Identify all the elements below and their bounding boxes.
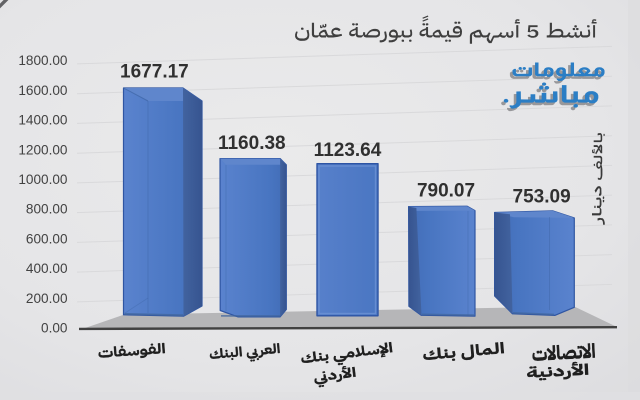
svg-text:400.00: 400.00 bbox=[26, 261, 68, 276]
svg-text:800.00: 800.00 bbox=[26, 202, 68, 217]
svg-text:790.07: 790.07 bbox=[417, 181, 475, 202]
svg-text:1400.00: 1400.00 bbox=[18, 113, 68, 128]
svg-text:0.00: 0.00 bbox=[41, 321, 68, 336]
svg-text:1677.17: 1677.17 bbox=[120, 61, 189, 82]
svg-text:1800.00: 1800.00 bbox=[18, 53, 68, 68]
svg-text:1200.00: 1200.00 bbox=[18, 142, 68, 157]
svg-text:600.00: 600.00 bbox=[26, 232, 68, 247]
svg-text:200.00: 200.00 bbox=[26, 291, 68, 306]
svg-text:1000.00: 1000.00 bbox=[18, 172, 68, 187]
svg-text:753.09: 753.09 bbox=[513, 187, 571, 208]
svg-text:1600.00: 1600.00 bbox=[18, 83, 68, 98]
svg-text:1160.38: 1160.38 bbox=[218, 133, 286, 154]
svg-text:1123.64: 1123.64 bbox=[314, 140, 382, 161]
